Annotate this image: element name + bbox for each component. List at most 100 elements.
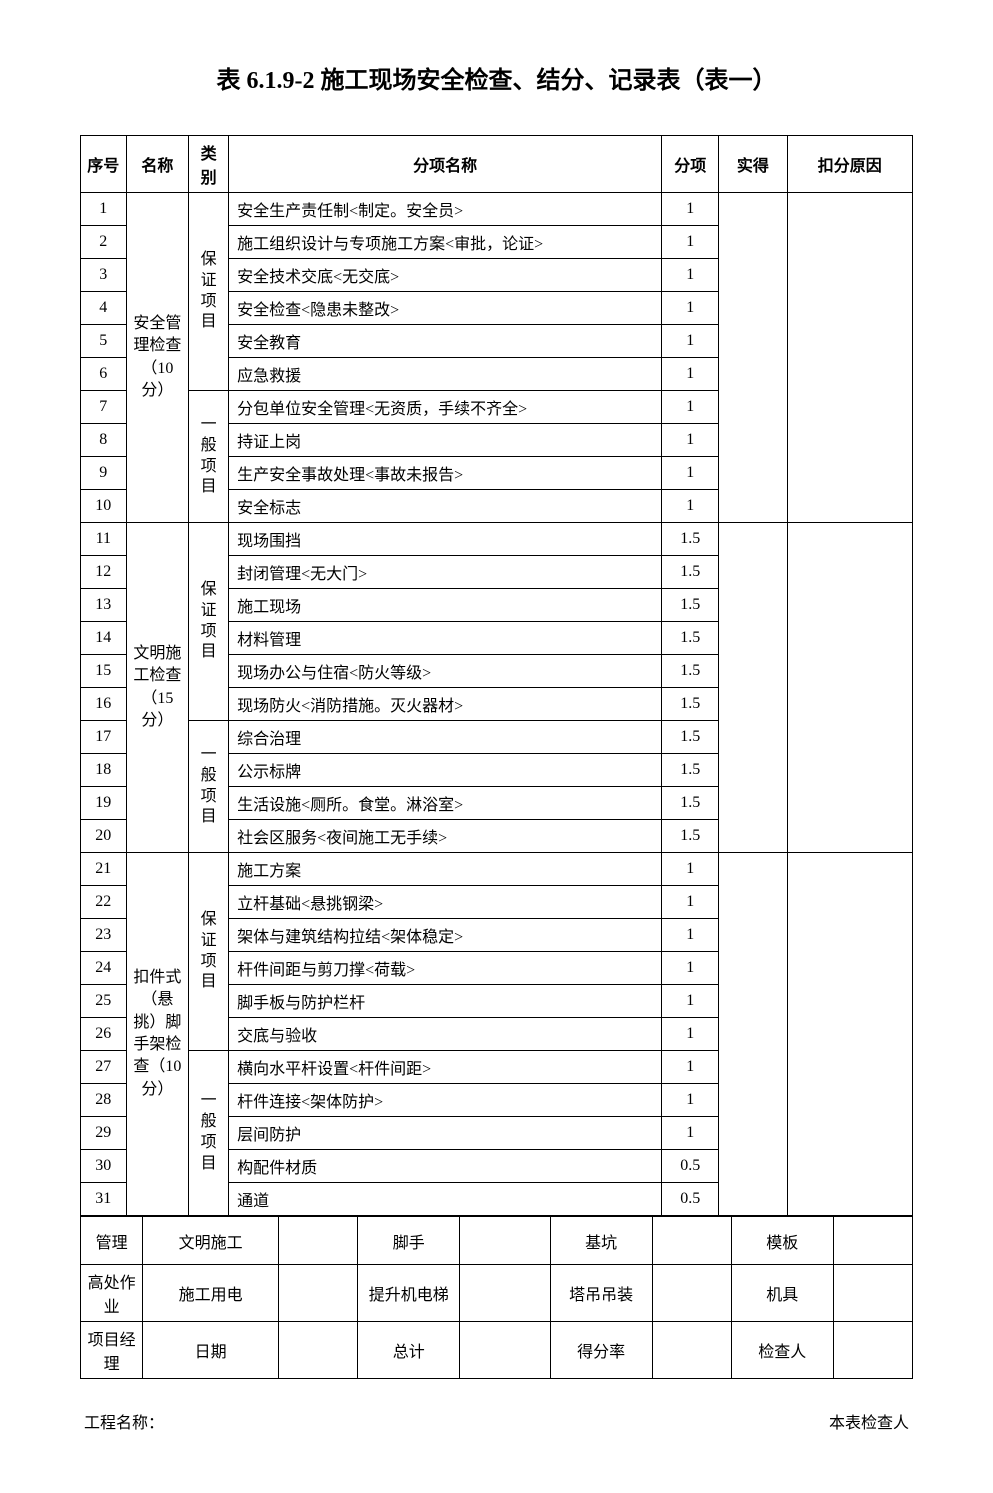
footer-cell: 检查人	[731, 1322, 833, 1379]
score-cell: 1	[662, 292, 719, 325]
seq-cell: 28	[81, 1084, 127, 1117]
seq-cell: 21	[81, 853, 127, 886]
footer-cell: 模板	[731, 1217, 833, 1265]
score-cell: 1.5	[662, 556, 719, 589]
seq-cell: 4	[81, 292, 127, 325]
footer-cell	[833, 1265, 912, 1322]
reason-cell	[787, 193, 912, 523]
score-cell: 1.5	[662, 523, 719, 556]
actual-cell	[719, 853, 787, 1216]
seq-cell: 29	[81, 1117, 127, 1150]
header-row: 序号 名称 类别 分项名称 分项 实得 扣分原因	[81, 136, 913, 193]
footer-cell	[652, 1265, 731, 1322]
footer-cell: 提升机电梯	[358, 1265, 460, 1322]
item-cell: 横向水平杆设置<杆件间距>	[229, 1051, 662, 1084]
section-name-cell: 安全管理检查（10 分）	[126, 193, 189, 523]
score-cell: 1	[662, 1117, 719, 1150]
item-cell: 公示标牌	[229, 754, 662, 787]
footer-cell: 基坑	[550, 1217, 652, 1265]
item-cell: 分包单位安全管理<无资质，手续不齐全>	[229, 391, 662, 424]
footer-cell: 塔吊吊装	[550, 1265, 652, 1322]
seq-cell: 5	[81, 325, 127, 358]
score-cell: 1	[662, 193, 719, 226]
footer-cell	[652, 1217, 731, 1265]
score-cell: 1	[662, 1051, 719, 1084]
item-cell: 交底与验收	[229, 1018, 662, 1051]
score-cell: 1	[662, 457, 719, 490]
score-cell: 1	[662, 1084, 719, 1117]
score-cell: 1	[662, 358, 719, 391]
item-cell: 持证上岗	[229, 424, 662, 457]
seq-cell: 22	[81, 886, 127, 919]
seq-cell: 6	[81, 358, 127, 391]
footer-cell: 文明施工	[143, 1217, 279, 1265]
header-score: 分项	[662, 136, 719, 193]
project-name-label: 工程名称：	[84, 1409, 164, 1433]
footer-cell	[833, 1217, 912, 1265]
page-title: 表 6.1.9-2 施工现场安全检查、结分、记录表（表一）	[80, 60, 913, 95]
seq-cell: 17	[81, 721, 127, 754]
seq-cell: 24	[81, 952, 127, 985]
score-cell: 1.5	[662, 820, 719, 853]
item-cell: 现场防火<消防措施。灭火器材>	[229, 688, 662, 721]
score-cell: 1	[662, 325, 719, 358]
seq-cell: 1	[81, 193, 127, 226]
header-reason: 扣分原因	[787, 136, 912, 193]
footer-cell: 项目经理	[81, 1322, 143, 1379]
score-cell: 0.5	[662, 1183, 719, 1216]
item-cell: 脚手板与防护栏杆	[229, 985, 662, 1018]
score-cell: 1.5	[662, 622, 719, 655]
score-cell: 1	[662, 853, 719, 886]
seq-cell: 14	[81, 622, 127, 655]
score-cell: 1.5	[662, 688, 719, 721]
seq-cell: 10	[81, 490, 127, 523]
score-cell: 0.5	[662, 1150, 719, 1183]
seq-cell: 8	[81, 424, 127, 457]
category-cell: 保证项目	[189, 523, 229, 721]
score-cell: 1	[662, 886, 719, 919]
score-cell: 1	[662, 1018, 719, 1051]
item-cell: 架体与建筑结构拉结<架体稳定>	[229, 919, 662, 952]
reason-cell	[787, 523, 912, 853]
inspection-table: 序号 名称 类别 分项名称 分项 实得 扣分原因 1安全管理检查（10 分）保证…	[80, 135, 913, 1216]
footer-cell	[460, 1265, 551, 1322]
section-name-cell: 文明施工检查（15 分）	[126, 523, 189, 853]
item-cell: 施工现场	[229, 589, 662, 622]
seq-cell: 26	[81, 1018, 127, 1051]
category-cell: 保证项目	[189, 193, 229, 391]
item-cell: 层间防护	[229, 1117, 662, 1150]
footer-cell	[279, 1265, 358, 1322]
footer-cell: 机具	[731, 1265, 833, 1322]
footer-cell	[460, 1217, 551, 1265]
header-actual: 实得	[719, 136, 787, 193]
item-cell: 立杆基础<悬挑钢梁>	[229, 886, 662, 919]
item-cell: 通道	[229, 1183, 662, 1216]
reason-cell	[787, 853, 912, 1216]
seq-cell: 31	[81, 1183, 127, 1216]
item-cell: 安全检查<隐患未整改>	[229, 292, 662, 325]
item-cell: 杆件连接<架体防护>	[229, 1084, 662, 1117]
footer-cell	[652, 1322, 731, 1379]
item-cell: 安全生产责任制<制定。安全员>	[229, 193, 662, 226]
score-cell: 1	[662, 259, 719, 292]
footer-cell: 总计	[358, 1322, 460, 1379]
footer-cell	[279, 1217, 358, 1265]
item-cell: 综合治理	[229, 721, 662, 754]
item-cell: 生活设施<厕所。食堂。淋浴室>	[229, 787, 662, 820]
score-cell: 1.5	[662, 655, 719, 688]
seq-cell: 9	[81, 457, 127, 490]
seq-cell: 11	[81, 523, 127, 556]
seq-cell: 20	[81, 820, 127, 853]
actual-cell	[719, 523, 787, 853]
footer-cell: 管理	[81, 1217, 143, 1265]
item-cell: 杆件间距与剪刀撑<荷载>	[229, 952, 662, 985]
table-row: 1安全管理检查（10 分）保证项目安全生产责任制<制定。安全员>1	[81, 193, 913, 226]
item-cell: 安全教育	[229, 325, 662, 358]
seq-cell: 2	[81, 226, 127, 259]
footer-row: 项目经理日期总计得分率检查人	[81, 1322, 913, 1379]
seq-cell: 13	[81, 589, 127, 622]
table-row: 11文明施工检查（15 分）保证项目现场围挡1.5	[81, 523, 913, 556]
seq-cell: 30	[81, 1150, 127, 1183]
score-cell: 1	[662, 919, 719, 952]
item-cell: 现场围挡	[229, 523, 662, 556]
